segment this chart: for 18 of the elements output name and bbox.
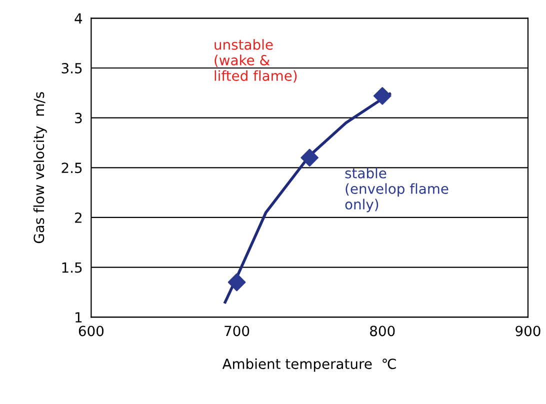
y-tick-label: 3.5 bbox=[62, 62, 82, 74]
y-tick-label: 3 bbox=[75, 112, 82, 124]
y-tick-label: 4 bbox=[74, 13, 82, 24]
y-tick-label: 1.5 bbox=[62, 262, 82, 273]
annotation: stable (envelop flame only) bbox=[345, 168, 448, 212]
x-tick-label: 600 bbox=[78, 326, 104, 336]
x-tick-label: 800 bbox=[370, 326, 395, 336]
x-axis-title: Ambient temperature ℃ bbox=[222, 358, 396, 372]
point bbox=[373, 87, 392, 105]
annotation: unstable (wake & lifted flame) bbox=[214, 39, 297, 83]
point bbox=[300, 148, 318, 167]
point bbox=[228, 273, 246, 292]
x-tick-label: 900 bbox=[516, 326, 540, 336]
y-tick-label: 1 bbox=[76, 312, 82, 322]
y-tick-label: 2.5 bbox=[62, 162, 82, 174]
y-axis-title: Gas flow velocity m/s bbox=[33, 92, 47, 244]
x-tick-label: 700 bbox=[224, 326, 250, 336]
y-tick-label: 2 bbox=[75, 212, 82, 223]
